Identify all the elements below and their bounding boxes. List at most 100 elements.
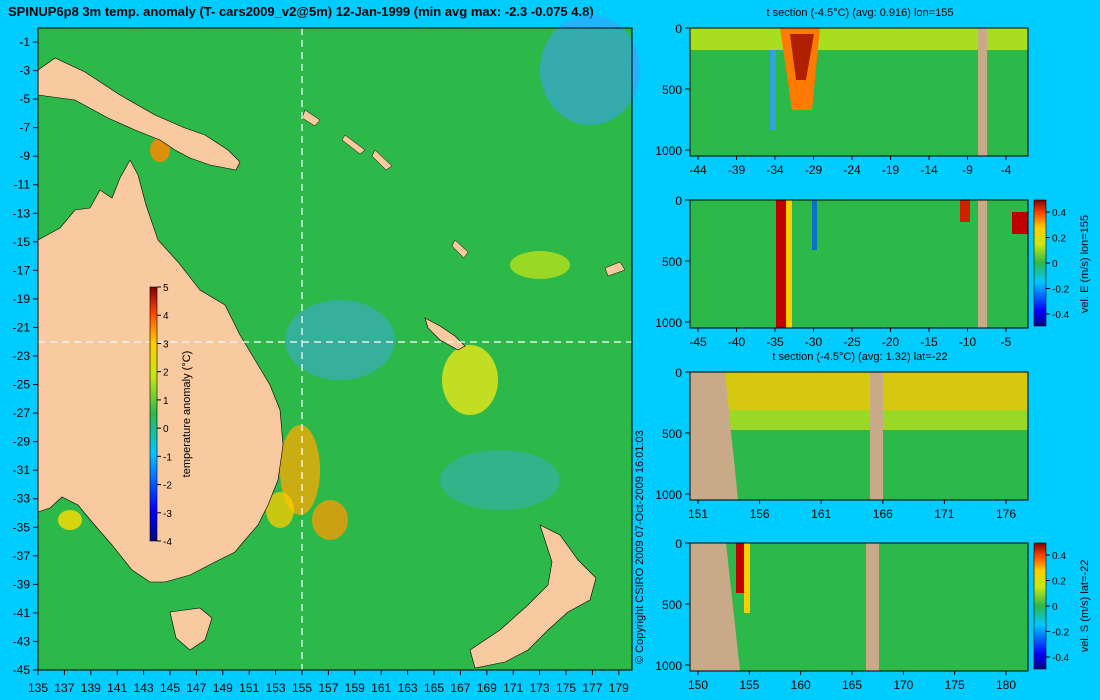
lon-tick-label: 165 xyxy=(424,681,444,695)
panel-x-tick: -40 xyxy=(728,335,746,349)
panel-colorbar-tick: 0.4 xyxy=(1052,208,1066,219)
lon-tick-label: 151 xyxy=(239,681,259,695)
panel-x-tick: -5 xyxy=(1001,335,1012,349)
lat-tick-label: -7 xyxy=(19,121,30,135)
panel-2-jet-edge xyxy=(786,200,792,328)
panel-x-tick: -25 xyxy=(843,335,861,349)
map-colorbar-ticks: 5 4 3 2 1 0 -1 -2 -3 -4 xyxy=(157,283,172,548)
australia-land xyxy=(37,159,284,583)
figure-title: SPINUP6p8 3m temp. anomaly (T- cars2009_… xyxy=(8,4,594,19)
map-colorbar-label: temperature anomaly (°C) xyxy=(181,351,193,478)
lat-tick-label: -3 xyxy=(19,64,30,78)
lon-tick-label: 145 xyxy=(160,681,180,695)
panel-3-frame xyxy=(689,371,1029,501)
panel-4-frame xyxy=(689,542,1029,672)
panel-x-tick: -45 xyxy=(689,335,707,349)
copyright-text: © Copyright CSIRO 2009 07-Oct-2009 16:01… xyxy=(634,430,646,664)
lat-tick-label: -17 xyxy=(13,263,31,277)
panel-x-tick: 150 xyxy=(688,678,708,692)
panel-2-field xyxy=(690,200,1028,328)
lon-tick-label: 157 xyxy=(318,681,338,695)
warm-eddy-3 xyxy=(266,492,294,528)
lat-tick-label: -37 xyxy=(13,549,31,563)
panel-y-tick: 500 xyxy=(662,83,682,97)
panel-4-land xyxy=(866,543,879,671)
panel-x-tick: 176 xyxy=(996,507,1016,521)
panel-x-tick: 160 xyxy=(791,678,811,692)
panel-x-tick: -30 xyxy=(805,335,823,349)
lon-tick-label: 139 xyxy=(81,681,101,695)
panel-2-frame xyxy=(689,199,1029,329)
panel-y-tick: 500 xyxy=(662,255,682,269)
panel-colorbar-tick: -0.2 xyxy=(1052,285,1070,296)
panel-colorbar-tick: -0.4 xyxy=(1052,653,1070,664)
panel-x-tick: 171 xyxy=(934,507,954,521)
lat-tick-label: -5 xyxy=(19,92,30,106)
panel-y-tick: 0 xyxy=(675,22,682,36)
panel-4-ticks: 150 155 160 165 170 175 180 0 500 1000 0.4 0.2 0 -0.2… xyxy=(655,537,1069,692)
map-frame xyxy=(37,27,633,671)
lon-tick-label: 155 xyxy=(292,681,312,695)
panel-colorbar-tick: -0.2 xyxy=(1052,628,1070,639)
lat-tick-label: -15 xyxy=(13,235,31,249)
panel-x-tick: 166 xyxy=(873,507,893,521)
map-colorbar xyxy=(149,286,158,542)
panel-x-tick: -20 xyxy=(882,335,900,349)
warm-eddy-1 xyxy=(280,425,320,515)
panel-2-east-edge xyxy=(1012,212,1028,234)
lat-tick-label: -23 xyxy=(13,349,31,363)
lon-tick-label: 169 xyxy=(477,681,497,695)
section-panel-4: vel. S (m/s) lat=-22 150 155 160 165 170 175 1… xyxy=(655,537,1091,692)
lon-tick-label: 161 xyxy=(371,681,391,695)
panel-y-tick: 0 xyxy=(675,194,682,208)
panel-1-warm-layer xyxy=(690,28,1028,50)
map-lon-ticks: 135 137 139 141 143 145 147 149 151 153 155 157 159 1… xyxy=(28,670,629,695)
lat-tick-label: -41 xyxy=(13,606,31,620)
map-lat-ticks: -1 -3 -5 -7 -9 -11 -13 -15 -17 -19 -21 -23 -25 -27 -29… xyxy=(13,35,38,677)
tasmania-land xyxy=(169,607,213,651)
map-colorbar-tick: -1 xyxy=(163,452,172,463)
panel-colorbar-tick: 0.2 xyxy=(1052,234,1066,245)
panel-x-tick: 155 xyxy=(739,678,759,692)
panel-x-tick: -35 xyxy=(766,335,784,349)
lon-tick-label: 179 xyxy=(609,681,629,695)
lat-tick-label: -11 xyxy=(14,178,31,192)
map-colorbar-tick: -3 xyxy=(163,509,172,520)
warm-patch-ne xyxy=(510,251,570,279)
panel-1-hot-core xyxy=(790,34,814,80)
lat-tick-label: -19 xyxy=(13,292,31,306)
panel-y-tick: 0 xyxy=(675,366,682,380)
section-panel-1: t section (-4.5°C) (avg: 0.916) lon=155 … xyxy=(655,7,1029,177)
panel-4-flow-edge xyxy=(744,543,750,613)
panel-3-land xyxy=(870,372,883,500)
new-guinea-land xyxy=(37,57,241,171)
map-colorbar-tick: -4 xyxy=(163,537,172,548)
map-colorbar-tick: 1 xyxy=(163,396,169,407)
panel-4-land-slope xyxy=(690,543,740,671)
lat-tick-label: -1 xyxy=(19,35,30,49)
panel-2-side-label: vel. E (m/s) lon=155 xyxy=(1079,215,1091,313)
lon-tick-label: 177 xyxy=(582,681,602,695)
islands-ne xyxy=(301,109,626,277)
lat-tick-label: -45 xyxy=(13,663,31,677)
map-colorbar-tick: 5 xyxy=(163,283,169,294)
panel-2-east-spot xyxy=(960,200,970,222)
lon-tick-label: 163 xyxy=(398,681,418,695)
panel-1-title: t section (-4.5°C) (avg: 0.916) lon=155 xyxy=(767,7,954,19)
panel-x-tick: -4 xyxy=(1001,163,1012,177)
lat-tick-label: -27 xyxy=(13,406,31,420)
panel-2-land xyxy=(978,200,987,328)
panel-3-mid-layer xyxy=(700,410,1028,430)
panel-4-south-flow xyxy=(736,543,744,593)
panel-2-colorbar xyxy=(1033,199,1047,327)
lat-tick-label: -39 xyxy=(13,577,31,591)
panel-1-land xyxy=(978,28,987,156)
lon-tick-label: 141 xyxy=(107,681,127,695)
panel-3-warm-layer xyxy=(700,372,1028,410)
panel-4-colorbar xyxy=(1033,542,1047,670)
panel-colorbar-tick: 0 xyxy=(1052,259,1058,270)
panel-y-tick: 1000 xyxy=(655,659,682,673)
panel-3-ticks: 151 156 161 166 171 176 0 500 1000 xyxy=(655,366,1016,521)
